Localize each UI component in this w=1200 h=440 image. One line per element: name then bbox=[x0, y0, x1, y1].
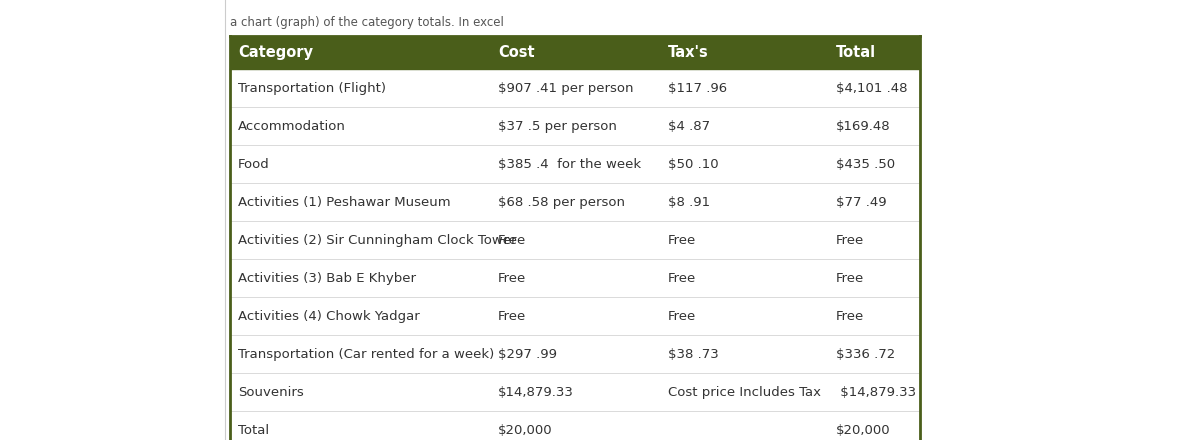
Text: Free: Free bbox=[668, 309, 696, 323]
Text: $4,101 .48: $4,101 .48 bbox=[836, 81, 907, 95]
Bar bbox=[230, 145, 920, 183]
Text: $14,879.33: $14,879.33 bbox=[836, 385, 916, 399]
Text: Tax's: Tax's bbox=[668, 45, 709, 60]
Text: $169.48: $169.48 bbox=[836, 120, 890, 132]
Text: Free: Free bbox=[836, 309, 864, 323]
Bar bbox=[230, 297, 920, 335]
Text: Cost price Includes Tax: Cost price Includes Tax bbox=[668, 385, 821, 399]
Text: Activities (3) Bab E Khyber: Activities (3) Bab E Khyber bbox=[238, 271, 416, 285]
Text: $20,000: $20,000 bbox=[836, 423, 890, 436]
Text: a chart (graph) of the category totals. In excel: a chart (graph) of the category totals. … bbox=[230, 16, 504, 29]
Text: Category: Category bbox=[238, 45, 313, 60]
Text: Free: Free bbox=[668, 234, 696, 246]
Text: $14,879.33: $14,879.33 bbox=[498, 385, 574, 399]
Bar bbox=[230, 107, 920, 145]
Text: $8 .91: $8 .91 bbox=[668, 195, 710, 209]
Text: $50 .10: $50 .10 bbox=[668, 158, 719, 171]
Text: Free: Free bbox=[836, 234, 864, 246]
Text: $385 .4  for the week: $385 .4 for the week bbox=[498, 158, 641, 171]
Text: Free: Free bbox=[498, 234, 527, 246]
Text: $38 .73: $38 .73 bbox=[668, 348, 719, 360]
Text: $435 .50: $435 .50 bbox=[836, 158, 895, 171]
Text: $336 .72: $336 .72 bbox=[836, 348, 895, 360]
Text: $77 .49: $77 .49 bbox=[836, 195, 887, 209]
Bar bbox=[230, 69, 920, 107]
Text: Souvenirs: Souvenirs bbox=[238, 385, 304, 399]
Text: Activities (2) Sir Cunningham Clock Tower: Activities (2) Sir Cunningham Clock Towe… bbox=[238, 234, 516, 246]
Text: Free: Free bbox=[498, 309, 527, 323]
Bar bbox=[230, 373, 920, 411]
Text: Food: Food bbox=[238, 158, 270, 171]
Text: Cost: Cost bbox=[498, 45, 535, 60]
Text: Accommodation: Accommodation bbox=[238, 120, 346, 132]
Bar bbox=[230, 335, 920, 373]
Text: Activities (4) Chowk Yadgar: Activities (4) Chowk Yadgar bbox=[238, 309, 420, 323]
Text: $37 .5 per person: $37 .5 per person bbox=[498, 120, 617, 132]
Text: $907 .41 per person: $907 .41 per person bbox=[498, 81, 634, 95]
Text: Transportation (Flight): Transportation (Flight) bbox=[238, 81, 386, 95]
Text: Free: Free bbox=[498, 271, 527, 285]
Text: Free: Free bbox=[836, 271, 864, 285]
Text: $297 .99: $297 .99 bbox=[498, 348, 557, 360]
Bar bbox=[230, 36, 920, 69]
Text: Transportation (Car rented for a week): Transportation (Car rented for a week) bbox=[238, 348, 494, 360]
Text: Free: Free bbox=[668, 271, 696, 285]
Bar bbox=[230, 259, 920, 297]
Bar bbox=[230, 221, 920, 259]
Text: $20,000: $20,000 bbox=[498, 423, 553, 436]
Bar bbox=[230, 183, 920, 221]
Text: $4 .87: $4 .87 bbox=[668, 120, 710, 132]
Bar bbox=[230, 411, 920, 440]
Text: $117 .96: $117 .96 bbox=[668, 81, 727, 95]
Text: Total: Total bbox=[238, 423, 269, 436]
Text: Total: Total bbox=[836, 45, 876, 60]
Text: Activities (1) Peshawar Museum: Activities (1) Peshawar Museum bbox=[238, 195, 451, 209]
Text: $68 .58 per person: $68 .58 per person bbox=[498, 195, 625, 209]
